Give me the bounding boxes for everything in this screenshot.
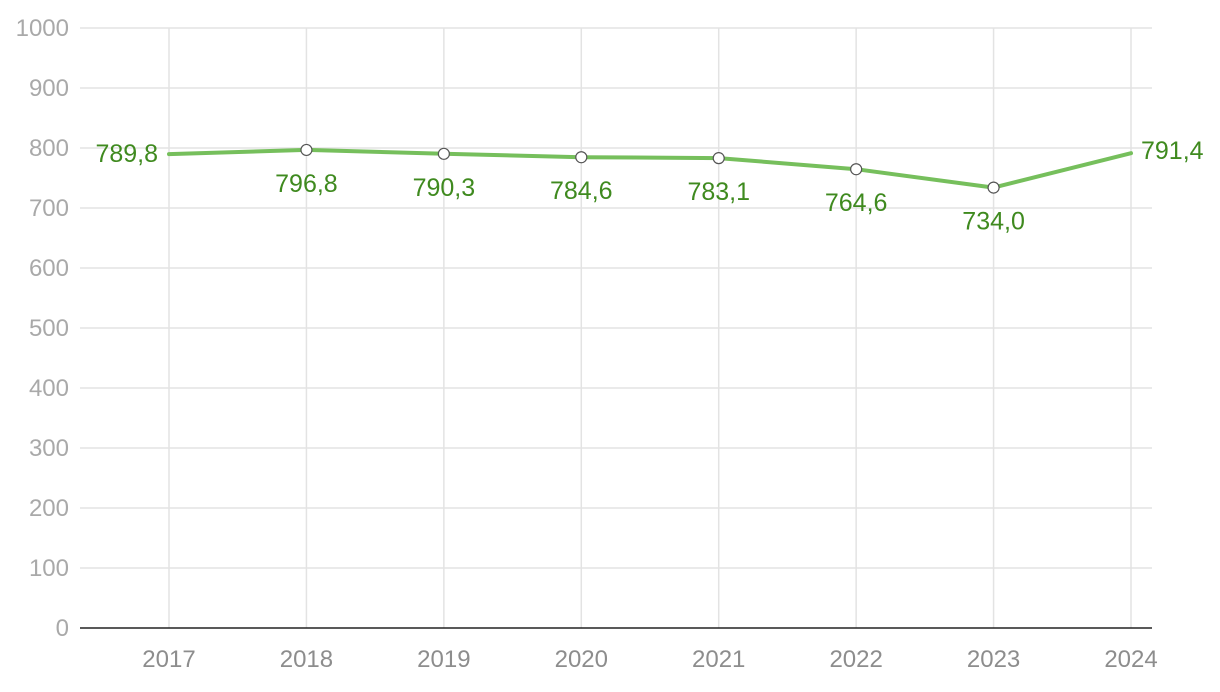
y-tick-label: 200 xyxy=(29,495,69,522)
y-tick-label: 900 xyxy=(29,75,69,102)
y-tick-label: 100 xyxy=(29,555,69,582)
data-label: 784,6 xyxy=(550,177,613,205)
data-point xyxy=(437,147,450,160)
data-label: 789,8 xyxy=(95,140,158,168)
x-tick-label: 2019 xyxy=(417,646,470,673)
series-layer xyxy=(167,143,1133,194)
y-tick-label: 1000 xyxy=(16,15,69,42)
data-label: 783,1 xyxy=(687,178,750,206)
data-label: 764,6 xyxy=(825,189,888,217)
y-tick-label: 300 xyxy=(29,435,69,462)
data-labels: 789,8 796,8 790,3 784,6 783,1 764,6 734,0 791,4 xyxy=(95,137,1203,235)
grid-layer xyxy=(80,27,1152,628)
data-point xyxy=(300,143,313,157)
data-label: 796,8 xyxy=(275,170,338,198)
x-tick-label: 2022 xyxy=(829,646,882,673)
data-point xyxy=(575,151,588,164)
x-tick-label: 2018 xyxy=(280,646,333,673)
data-point xyxy=(712,152,725,165)
x-axis: 2017 2018 2019 2020 2021 2022 2023 2024 xyxy=(142,646,1157,673)
data-label: 734,0 xyxy=(962,208,1025,236)
x-tick-label: 2021 xyxy=(692,646,745,673)
y-tick-label: 800 xyxy=(29,135,69,162)
y-axis: 0 100 200 300 400 500 600 700 800 900 1000 xyxy=(16,15,69,642)
y-tick-label: 400 xyxy=(29,375,69,402)
data-point xyxy=(850,163,863,176)
data-label: 791,4 xyxy=(1141,137,1204,165)
x-tick-label: 2024 xyxy=(1104,646,1157,673)
series-line xyxy=(167,147,1133,190)
y-tick-label: 600 xyxy=(29,255,69,282)
y-tick-label: 0 xyxy=(56,615,69,642)
y-tick-label: 500 xyxy=(29,315,69,342)
x-tick-label: 2023 xyxy=(967,646,1020,673)
x-tick-label: 2017 xyxy=(142,646,195,673)
x-tick-label: 2020 xyxy=(555,646,608,673)
y-tick-label: 700 xyxy=(29,195,69,222)
data-label: 790,3 xyxy=(413,174,476,202)
data-point xyxy=(987,181,1000,194)
